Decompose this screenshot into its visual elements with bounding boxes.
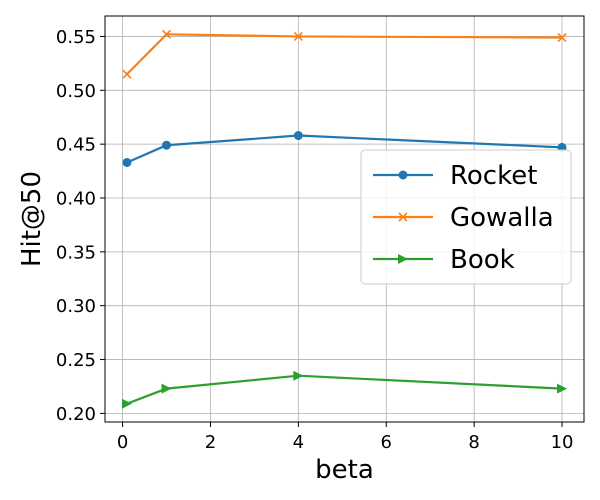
data-point [162, 140, 172, 150]
series-layer [121, 29, 568, 409]
legend-item-gowalla: Gowalla [373, 203, 554, 233]
y-tick-label: 0.50 [56, 81, 96, 102]
data-point [122, 69, 132, 79]
legend-marker [398, 170, 408, 180]
plot-frame [104, 15, 585, 423]
axis-ticks: 0 2 4 6 8 10 0.20 0.25 0.30 0.35 0.40 0.45 0.50 0.55 [56, 27, 574, 453]
legend-label: Rocket [450, 161, 537, 191]
data-point [293, 31, 303, 42]
x-tick-label: 10 [551, 432, 574, 453]
y-tick-label: 0.30 [56, 296, 96, 317]
series-line [126, 33, 563, 75]
legend-item-rocket: Rocket [373, 161, 537, 191]
legend: Rocket Gowalla Book [360, 149, 572, 285]
series-line [126, 374, 563, 405]
data-point [293, 370, 304, 381]
series-gowalla [122, 29, 567, 79]
data-point [557, 32, 567, 43]
series-line [126, 134, 563, 164]
x-tick-label: 2 [205, 432, 216, 453]
x-tick-label: 0 [117, 432, 128, 453]
data-point [161, 29, 172, 39]
data-point [293, 131, 303, 141]
y-axis-label: Hit@50 [17, 171, 47, 267]
y-tick-label: 0.40 [56, 189, 96, 210]
y-tick-label: 0.20 [56, 404, 96, 425]
y-tick-label: 0.45 [56, 135, 96, 156]
x-tick-label: 4 [293, 432, 304, 453]
legend-label: Gowalla [450, 203, 554, 233]
legend-label: Book [450, 245, 515, 275]
y-tick-label: 0.25 [56, 350, 96, 371]
x-axis-label: beta [315, 455, 374, 485]
series-book [121, 370, 568, 409]
legend-box [360, 149, 572, 285]
x-tick-label: 8 [468, 432, 479, 453]
data-point [121, 398, 132, 409]
data-point [122, 157, 132, 167]
x-tick-label: 6 [381, 432, 392, 453]
legend-marker [398, 212, 408, 222]
data-point [161, 383, 172, 394]
y-tick-label: 0.55 [56, 27, 96, 48]
y-tick-label: 0.35 [56, 242, 96, 263]
legend-marker [398, 254, 408, 264]
legend-item-book: Book [373, 245, 515, 275]
data-point [557, 383, 568, 394]
